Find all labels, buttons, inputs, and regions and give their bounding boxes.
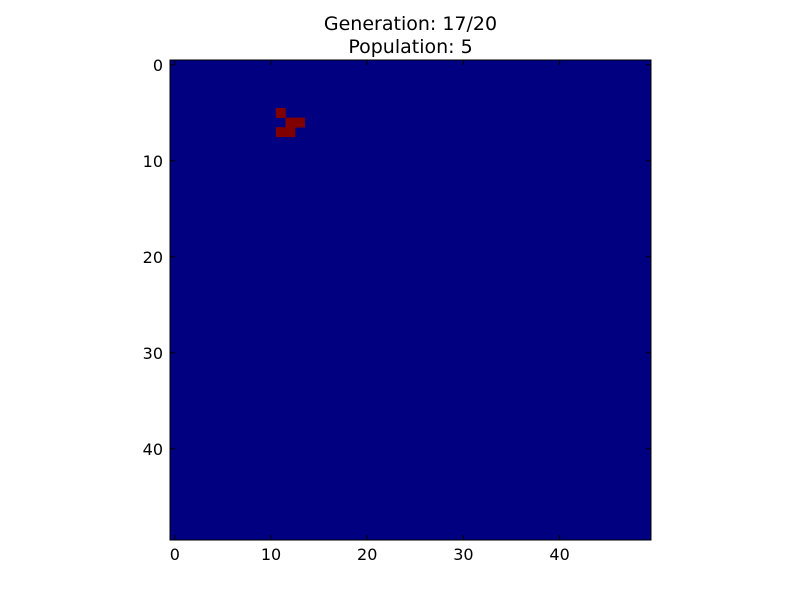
live-cell [285,127,296,138]
chart-title-generation: Generation: 17/20 [323,13,498,35]
y-tick-label: 0 [153,56,163,75]
plot-frame [169,59,652,541]
x-tick-label: 30 [453,545,473,564]
live-cell [295,117,305,128]
live-cells-layer [275,108,305,138]
y-tick-label: 30 [143,344,163,363]
x-tick-label: 0 [170,545,180,564]
ticks-layer: 0 10 20 30 40 0 10 20 30 40 [143,56,651,564]
x-tick-label: 20 [357,545,377,564]
live-cell [275,108,286,118]
x-tick-label: 40 [549,545,569,564]
y-tick-label: 20 [143,248,163,267]
x-tick-label: 10 [261,545,281,564]
plot-background [170,60,651,540]
y-tick-label: 40 [143,440,163,459]
live-cell [275,127,286,138]
chart-title-population: Population: 5 [348,36,473,58]
live-cell [285,117,296,128]
y-tick-label: 10 [143,152,163,171]
